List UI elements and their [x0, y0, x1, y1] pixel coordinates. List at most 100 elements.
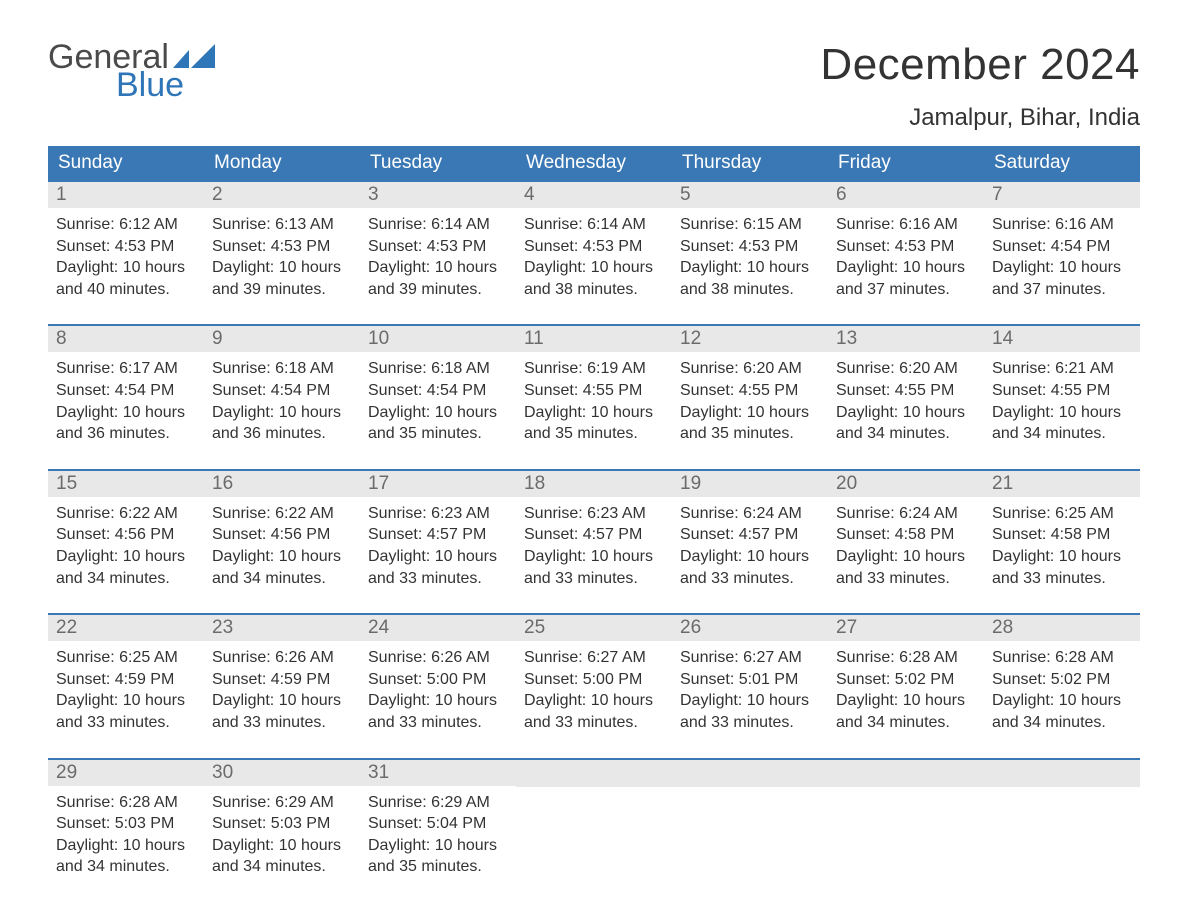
day-sunrise: Sunrise: 6:27 AM	[524, 647, 664, 669]
day-d1: Daylight: 10 hours	[212, 257, 352, 279]
logo-word2: Blue	[116, 68, 215, 102]
day-d1: Daylight: 10 hours	[212, 546, 352, 568]
day-cell: 21Sunrise: 6:25 AMSunset: 4:58 PMDayligh…	[984, 471, 1140, 589]
day-d1: Daylight: 10 hours	[992, 402, 1132, 424]
day-sunset: Sunset: 4:57 PM	[368, 524, 508, 546]
day-cell: 17Sunrise: 6:23 AMSunset: 4:57 PMDayligh…	[360, 471, 516, 589]
day-sunset: Sunset: 5:04 PM	[368, 813, 508, 835]
day-cell: 27Sunrise: 6:28 AMSunset: 5:02 PMDayligh…	[828, 615, 984, 733]
day-sunset: Sunset: 4:53 PM	[368, 236, 508, 258]
day-sunset: Sunset: 4:59 PM	[56, 669, 196, 691]
day-sunset: Sunset: 4:55 PM	[992, 380, 1132, 402]
day-d1: Daylight: 10 hours	[524, 402, 664, 424]
day-sunrise: Sunrise: 6:18 AM	[212, 358, 352, 380]
day-d2: and 33 minutes.	[524, 568, 664, 590]
day-number: 3	[360, 182, 516, 208]
day-body: Sunrise: 6:29 AMSunset: 5:03 PMDaylight:…	[204, 786, 360, 878]
day-d2: and 33 minutes.	[992, 568, 1132, 590]
day-cell: 12Sunrise: 6:20 AMSunset: 4:55 PMDayligh…	[672, 326, 828, 444]
day-cell: 5Sunrise: 6:15 AMSunset: 4:53 PMDaylight…	[672, 182, 828, 300]
day-cell: 14Sunrise: 6:21 AMSunset: 4:55 PMDayligh…	[984, 326, 1140, 444]
day-number: 5	[672, 182, 828, 208]
day-number: 13	[828, 326, 984, 352]
day-d2: and 34 minutes.	[212, 568, 352, 590]
day-d2: and 36 minutes.	[212, 423, 352, 445]
day-body: Sunrise: 6:27 AMSunset: 5:00 PMDaylight:…	[516, 641, 672, 733]
week-row: 22Sunrise: 6:25 AMSunset: 4:59 PMDayligh…	[48, 613, 1140, 733]
day-sunrise: Sunrise: 6:20 AM	[680, 358, 820, 380]
day-d2: and 37 minutes.	[836, 279, 976, 301]
day-cell: 1Sunrise: 6:12 AMSunset: 4:53 PMDaylight…	[48, 182, 204, 300]
day-cell: 9 Sunrise: 6:18 AMSunset: 4:54 PMDaylight…	[204, 326, 360, 444]
day-number	[672, 760, 828, 787]
day-sunrise: Sunrise: 6:23 AM	[524, 503, 664, 525]
day-body: Sunrise: 6:21 AMSunset: 4:55 PMDaylight:…	[984, 352, 1140, 444]
calendar: SundayMondayTuesdayWednesdayThursdayFrid…	[48, 146, 1140, 878]
weekday-header: Tuesday	[360, 146, 516, 180]
day-sunrise: Sunrise: 6:29 AM	[368, 792, 508, 814]
day-sunrise: Sunrise: 6:13 AM	[212, 214, 352, 236]
day-number: 8	[48, 326, 204, 352]
day-number: 6	[828, 182, 984, 208]
day-d2: and 37 minutes.	[992, 279, 1132, 301]
day-number: 24	[360, 615, 516, 641]
day-d1: Daylight: 10 hours	[524, 690, 664, 712]
day-d2: and 33 minutes.	[368, 712, 508, 734]
day-cell: 19Sunrise: 6:24 AMSunset: 4:57 PMDayligh…	[672, 471, 828, 589]
day-number: 22	[48, 615, 204, 641]
day-d2: and 33 minutes.	[680, 568, 820, 590]
day-sunrise: Sunrise: 6:29 AM	[212, 792, 352, 814]
day-body: Sunrise: 6:28 AMSunset: 5:02 PMDaylight:…	[984, 641, 1140, 733]
day-number: 11	[516, 326, 672, 352]
day-sunrise: Sunrise: 6:20 AM	[836, 358, 976, 380]
day-body: Sunrise: 6:25 AMSunset: 4:58 PMDaylight:…	[984, 497, 1140, 589]
day-sunset: Sunset: 4:57 PM	[524, 524, 664, 546]
day-sunrise: Sunrise: 6:21 AM	[992, 358, 1132, 380]
day-cell: 18Sunrise: 6:23 AMSunset: 4:57 PMDayligh…	[516, 471, 672, 589]
day-body: Sunrise: 6:26 AMSunset: 4:59 PMDaylight:…	[204, 641, 360, 733]
day-sunset: Sunset: 4:55 PM	[836, 380, 976, 402]
day-sunset: Sunset: 5:03 PM	[212, 813, 352, 835]
header: General Blue December 2024 Jamalpur, Bih…	[48, 40, 1140, 132]
day-d2: and 33 minutes.	[836, 568, 976, 590]
day-d1: Daylight: 10 hours	[212, 402, 352, 424]
day-body: Sunrise: 6:13 AMSunset: 4:53 PMDaylight:…	[204, 208, 360, 300]
day-cell: 10Sunrise: 6:18 AMSunset: 4:54 PMDayligh…	[360, 326, 516, 444]
day-sunset: Sunset: 4:54 PM	[56, 380, 196, 402]
weekday-header: Sunday	[48, 146, 204, 180]
day-sunset: Sunset: 5:00 PM	[524, 669, 664, 691]
day-sunset: Sunset: 5:02 PM	[992, 669, 1132, 691]
day-d2: and 35 minutes.	[368, 856, 508, 878]
day-sunset: Sunset: 4:55 PM	[680, 380, 820, 402]
day-number: 9	[204, 326, 360, 352]
day-sunset: Sunset: 4:54 PM	[368, 380, 508, 402]
day-body: Sunrise: 6:15 AMSunset: 4:53 PMDaylight:…	[672, 208, 828, 300]
day-number	[516, 760, 672, 787]
weekday-header: Wednesday	[516, 146, 672, 180]
day-number: 23	[204, 615, 360, 641]
day-body: Sunrise: 6:28 AMSunset: 5:03 PMDaylight:…	[48, 786, 204, 878]
day-number: 31	[360, 760, 516, 786]
day-d1: Daylight: 10 hours	[212, 690, 352, 712]
day-body: Sunrise: 6:25 AMSunset: 4:59 PMDaylight:…	[48, 641, 204, 733]
day-sunrise: Sunrise: 6:27 AM	[680, 647, 820, 669]
day-sunset: Sunset: 4:54 PM	[212, 380, 352, 402]
day-cell: 24Sunrise: 6:26 AMSunset: 5:00 PMDayligh…	[360, 615, 516, 733]
day-body: Sunrise: 6:16 AMSunset: 4:53 PMDaylight:…	[828, 208, 984, 300]
day-body: Sunrise: 6:24 AMSunset: 4:58 PMDaylight:…	[828, 497, 984, 589]
day-sunrise: Sunrise: 6:18 AM	[368, 358, 508, 380]
day-sunrise: Sunrise: 6:28 AM	[992, 647, 1132, 669]
day-number: 17	[360, 471, 516, 497]
day-body: Sunrise: 6:16 AMSunset: 4:54 PMDaylight:…	[984, 208, 1140, 300]
day-sunset: Sunset: 4:53 PM	[524, 236, 664, 258]
day-sunrise: Sunrise: 6:26 AM	[212, 647, 352, 669]
day-d2: and 34 minutes.	[992, 712, 1132, 734]
day-cell: 23Sunrise: 6:26 AMSunset: 4:59 PMDayligh…	[204, 615, 360, 733]
day-sunrise: Sunrise: 6:25 AM	[992, 503, 1132, 525]
day-sunset: Sunset: 4:59 PM	[212, 669, 352, 691]
day-sunset: Sunset: 4:58 PM	[992, 524, 1132, 546]
day-number: 25	[516, 615, 672, 641]
day-number: 27	[828, 615, 984, 641]
day-number: 4	[516, 182, 672, 208]
day-sunrise: Sunrise: 6:28 AM	[836, 647, 976, 669]
